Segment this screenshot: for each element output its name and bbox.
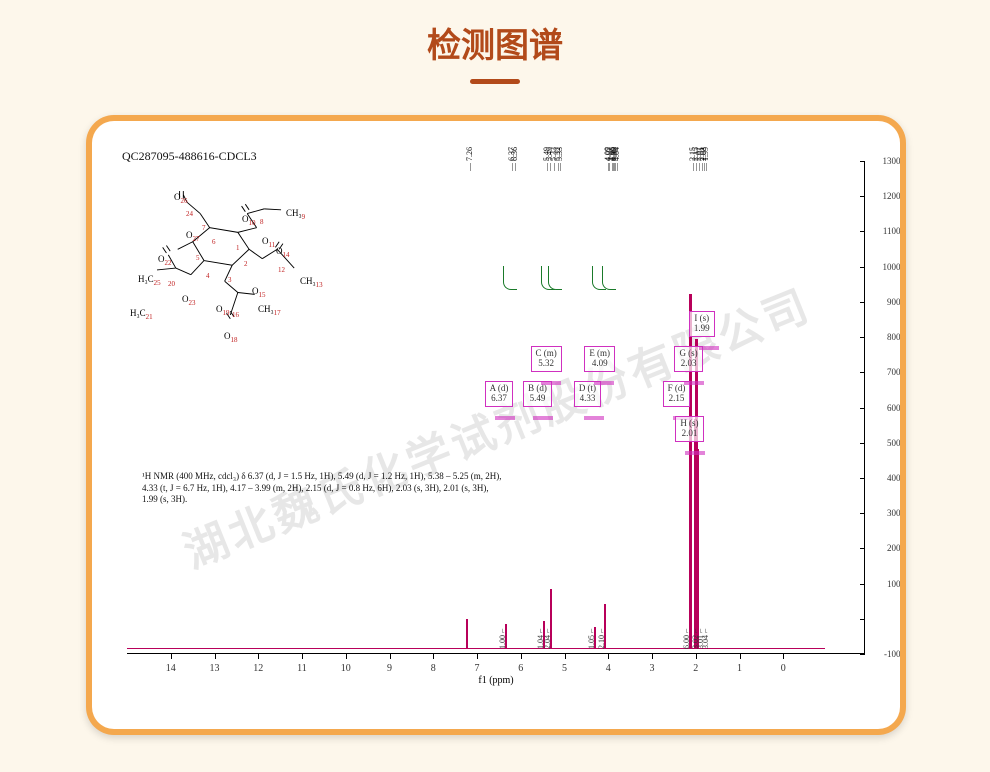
y-tick-label: 6000 bbox=[887, 403, 900, 413]
x-tick-label: 14 bbox=[166, 663, 176, 674]
x-tick bbox=[740, 654, 741, 659]
x-tick-label: 1 bbox=[737, 663, 742, 674]
integral-value: 1.05 ⌐ bbox=[587, 628, 596, 649]
assignment-marker bbox=[533, 416, 553, 420]
nmr-plot: f1 (ppm) 1413121110987654321013000120001… bbox=[127, 161, 865, 684]
x-tick bbox=[390, 654, 391, 659]
peak-assignment-box: I (s)1.99 bbox=[689, 311, 715, 337]
x-tick-label: 11 bbox=[297, 663, 307, 674]
y-tick bbox=[860, 302, 865, 303]
x-tick-label: 12 bbox=[253, 663, 263, 674]
page-title: 检测图谱 bbox=[0, 0, 990, 67]
x-tick-label: 2 bbox=[693, 663, 698, 674]
y-tick bbox=[860, 548, 865, 549]
y-tick bbox=[860, 443, 865, 444]
y-tick-label: 3000 bbox=[887, 508, 900, 518]
y-tick bbox=[860, 584, 865, 585]
spectrum-peak bbox=[696, 449, 699, 649]
y-tick-label: 9000 bbox=[887, 297, 900, 307]
assignment-marker bbox=[594, 381, 614, 385]
y-tick bbox=[860, 161, 865, 162]
y-tick-label: 1000 bbox=[887, 579, 900, 589]
assignment-marker bbox=[495, 416, 515, 420]
assignment-marker bbox=[584, 416, 604, 420]
y-tick bbox=[860, 267, 865, 268]
x-tick bbox=[171, 654, 172, 659]
integral-value: 6.00 ⌐ bbox=[682, 628, 691, 649]
y-tick bbox=[860, 372, 865, 373]
y-tick-label: 4000 bbox=[887, 473, 900, 483]
x-tick-label: 5 bbox=[562, 663, 567, 674]
x-tick bbox=[565, 654, 566, 659]
y-tick-label: -1000 bbox=[884, 649, 900, 659]
x-tick bbox=[346, 654, 347, 659]
assignment-marker bbox=[684, 381, 704, 385]
x-tick-label: 9 bbox=[387, 663, 392, 674]
x-tick bbox=[652, 654, 653, 659]
x-tick bbox=[696, 654, 697, 659]
peak-assignment-box: A (d)6.37 bbox=[485, 381, 514, 407]
x-tick-label: 10 bbox=[341, 663, 351, 674]
x-tick bbox=[433, 654, 434, 659]
y-tick bbox=[860, 654, 865, 655]
y-tick-label: 2000 bbox=[887, 543, 900, 553]
y-tick-label: 8000 bbox=[887, 332, 900, 342]
x-tick bbox=[608, 654, 609, 659]
spectrum-baseline bbox=[127, 648, 825, 649]
y-tick bbox=[860, 513, 865, 514]
x-tick bbox=[521, 654, 522, 659]
y-tick bbox=[860, 337, 865, 338]
integral-value: 2.10 ⌐ bbox=[597, 628, 606, 649]
y-tick-label: 11000 bbox=[883, 226, 900, 236]
x-tick bbox=[783, 654, 784, 659]
x-tick-label: 8 bbox=[431, 663, 436, 674]
integral-value: 3.04 ⌐ bbox=[701, 628, 710, 649]
x-tick bbox=[215, 654, 216, 659]
peak-assignment-box: E (m)4.09 bbox=[584, 346, 615, 372]
y-tick-label: 10000 bbox=[883, 262, 901, 272]
x-tick-label: 0 bbox=[781, 663, 786, 674]
x-tick-label: 6 bbox=[518, 663, 523, 674]
x-tick-label: 3 bbox=[650, 663, 655, 674]
y-tick-label: 7000 bbox=[887, 367, 900, 377]
chart-panel: 湖北魏氏化学试剂股份有限公司 QC287095-488616-CDCL3 bbox=[92, 121, 900, 729]
y-tick bbox=[860, 408, 865, 409]
assignment-marker bbox=[541, 381, 561, 385]
x-tick-label: 13 bbox=[210, 663, 220, 674]
nmr-description: ¹H NMR (400 MHz, cdcl₃) δ 6.37 (d, J = 1… bbox=[142, 471, 502, 506]
integral-value: 2.04 ⌐ bbox=[543, 628, 552, 649]
assignment-marker bbox=[685, 451, 705, 455]
y-tick bbox=[860, 231, 865, 232]
x-axis bbox=[127, 653, 865, 654]
title-underline bbox=[470, 79, 520, 84]
peak-assignment-box: C (m)5.32 bbox=[531, 346, 562, 372]
integration-curve bbox=[548, 266, 562, 290]
y-tick bbox=[860, 478, 865, 479]
y-tick bbox=[860, 619, 865, 620]
assignment-marker bbox=[699, 346, 719, 350]
chart-frame: 湖北魏氏化学试剂股份有限公司 QC287095-488616-CDCL3 bbox=[86, 115, 906, 735]
integration-curve bbox=[503, 266, 517, 290]
x-tick bbox=[302, 654, 303, 659]
y-tick bbox=[860, 196, 865, 197]
y-tick-label: 12000 bbox=[883, 191, 901, 201]
x-axis-title: f1 (ppm) bbox=[478, 675, 513, 686]
y-tick-label: 13000 bbox=[883, 156, 901, 166]
x-tick bbox=[258, 654, 259, 659]
x-tick-label: 7 bbox=[475, 663, 480, 674]
peak-assignment-box: H (s)2.01 bbox=[675, 416, 703, 442]
x-tick-label: 4 bbox=[606, 663, 611, 674]
integral-value: 1.00 ⌐ bbox=[498, 628, 507, 649]
spectrum-peak bbox=[466, 619, 468, 649]
integration-curve bbox=[602, 266, 616, 290]
x-tick bbox=[477, 654, 478, 659]
y-tick-label: 5000 bbox=[887, 438, 900, 448]
